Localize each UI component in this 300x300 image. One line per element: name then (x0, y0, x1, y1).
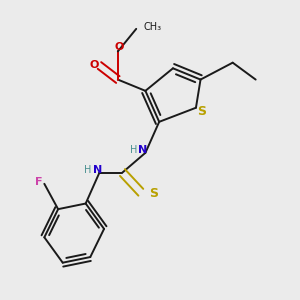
Text: N: N (92, 165, 102, 175)
Text: H: H (130, 145, 138, 155)
Text: S: S (197, 106, 206, 118)
Text: S: S (149, 187, 158, 200)
Text: H: H (84, 165, 92, 175)
Text: CH₃: CH₃ (143, 22, 161, 32)
Text: O: O (89, 61, 98, 70)
Text: N: N (139, 145, 148, 155)
Text: F: F (35, 177, 42, 188)
Text: O: O (114, 42, 124, 52)
